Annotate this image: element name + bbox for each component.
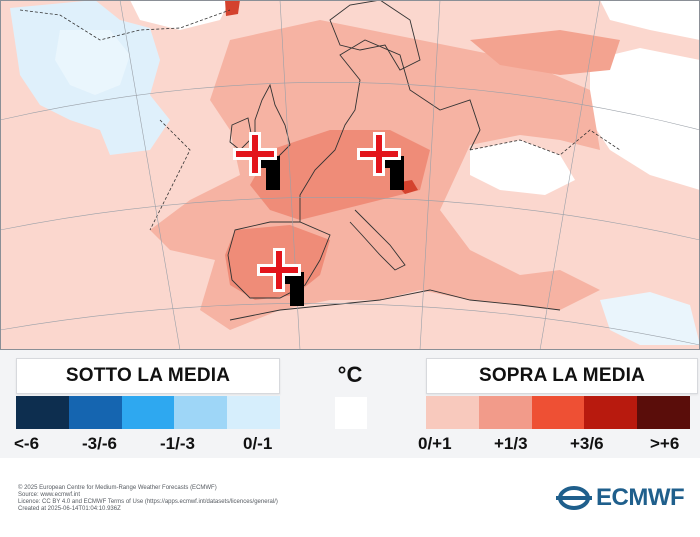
tick-label-above-1: 0/+1 [418,434,452,453]
neutral-swatch [335,397,367,429]
cold-area-north [600,0,700,40]
coastline-mainland [299,39,481,222]
cold-area-black-sea [470,140,575,195]
source-line: Source: www.ecmwf.int [18,492,81,498]
legend-panel: SOTTO LA MEDIA SOPRA LA MEDIA °C <-6 -3/… [0,350,700,458]
coastline-iberia [227,221,331,299]
cold-area-east [590,48,700,190]
tick-label-below-3: -1/-3 [160,434,195,453]
warm-area-north [470,30,620,75]
swatch-below-2 [68,396,122,429]
tick-label-below-4: 0/-1 [243,434,273,453]
plus-marker [257,248,304,306]
hot-spot-north [225,0,240,16]
swatch-above-5 [637,396,690,429]
tick-label-below-1: <-6 [14,434,40,453]
cold-area-atlantic-inner [55,30,130,95]
swatch-below-4 [174,396,228,429]
swatch-above-3 [531,396,585,429]
copyright-line: © 2025 European Centre for Medium-Range … [18,485,217,491]
ecmwf-logo: ECMWF [556,484,685,512]
created-line: Created at 2025-06-14T01:04:10.936Z [18,506,121,512]
below-average-color-scale [16,396,280,429]
cold-area-north-atlantic [130,0,230,30]
coastline-north-africa [229,289,561,321]
swatch-above-1 [426,396,479,429]
ecmwf-logo-icon [556,486,592,510]
footer: © 2025 European Centre for Medium-Range … [0,458,700,537]
tick-label-above-4: >+6 [650,434,680,453]
coastline-italy [349,209,406,271]
coastline-scandinavia [329,0,421,71]
swatch-above-4 [584,396,638,429]
above-average-color-scale [426,396,690,429]
below-average-title: SOTTO LA MEDIA [16,358,280,394]
ecmwf-logo-text: ECMWF [596,484,685,511]
anomaly-map [0,0,700,351]
tick-label-below-2: -3/-6 [82,434,117,453]
swatch-below-3 [121,396,175,429]
graticule-lines [0,0,700,351]
plus-marker [233,132,280,190]
unit-label: °C [337,362,363,387]
contour-line-west [149,119,191,231]
tick-label-above-2: +1/3 [494,434,528,453]
cold-area-south-east [600,292,700,345]
swatch-below-1 [16,396,69,429]
tick-label-above-3: +3/6 [570,434,604,453]
coastline-ireland [229,117,253,151]
contour-line-north [19,9,231,41]
licence-line: Licence: CC BY 4.0 and ECMWF Terms of Us… [18,499,278,505]
swatch-below-5 [227,396,280,429]
swatch-above-2 [478,396,532,429]
above-average-title: SOPRA LA MEDIA [426,358,698,394]
map-canvas [0,0,700,351]
plus-marker [357,132,404,190]
